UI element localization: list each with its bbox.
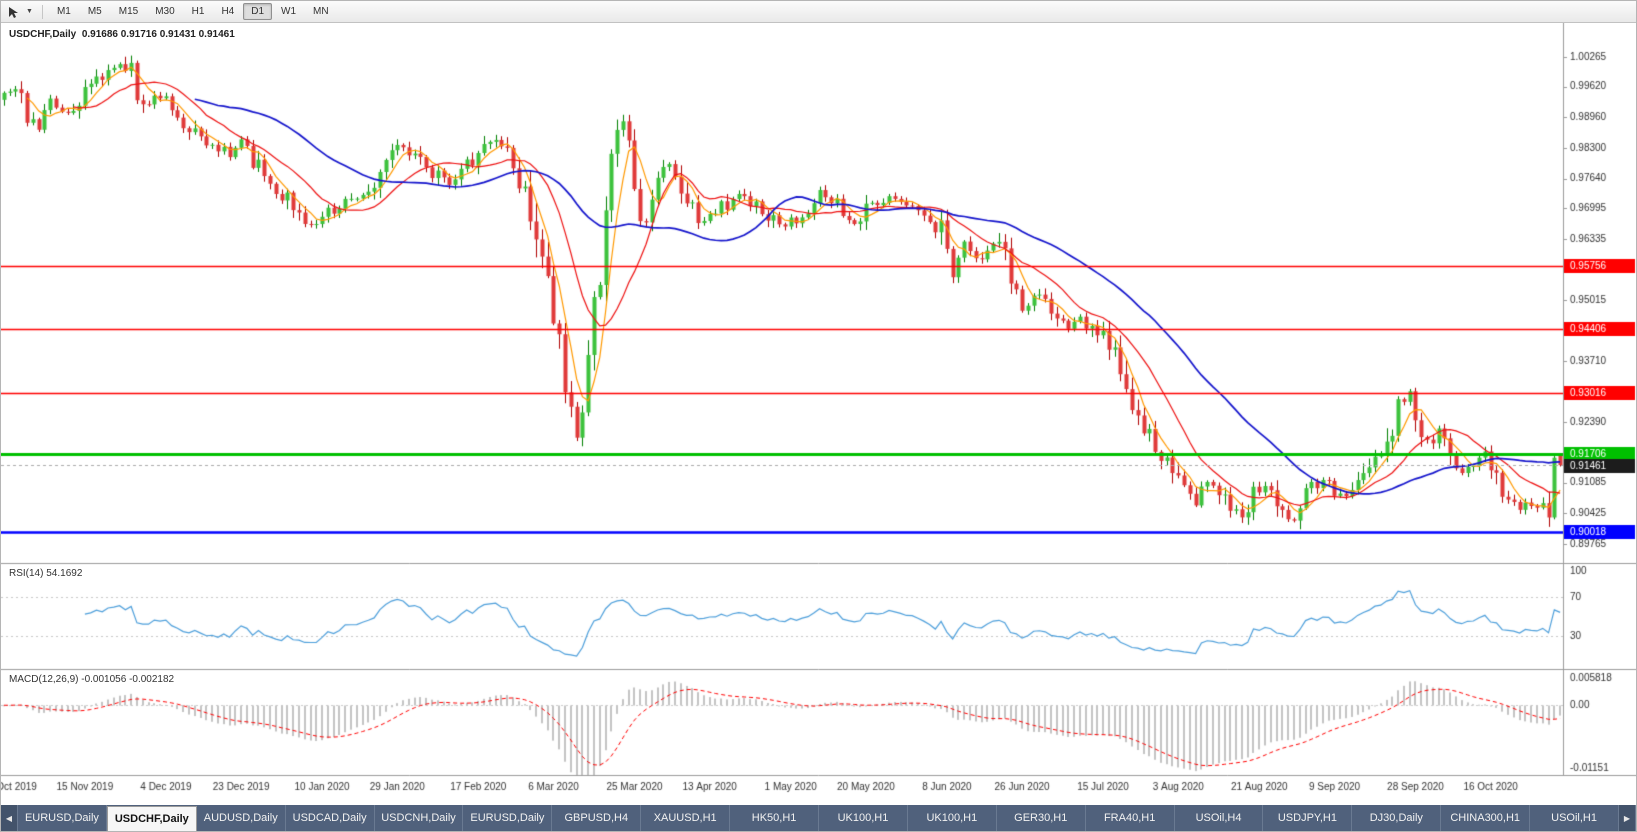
chart-tab-audusd-daily[interactable]: AUDUSD,Daily <box>197 805 286 831</box>
chevron-down-icon[interactable]: ▼ <box>26 8 33 15</box>
timeframe-button-m1[interactable]: M1 <box>56 6 71 17</box>
chart-tab-usdchf-daily[interactable]: USDCHF,Daily <box>106 806 197 831</box>
timeframe-toolbar: ▼ M1 M5 M15 M30 H1 H4 D1 W1 MN <box>1 1 1636 23</box>
toolbar-divider <box>41 4 43 19</box>
chart-tab-usoil-h4[interactable]: USOil,H4 <box>1175 805 1264 831</box>
chart-window: USDCHF,Daily 0.91686 0.91716 0.91431 0.9… <box>1 23 1636 805</box>
chart-tab-eurusd-daily[interactable]: EURUSD,Daily <box>463 805 553 831</box>
chart-tab-uk100-h1[interactable]: UK100,H1 <box>908 805 997 831</box>
timeframe-button-h4[interactable]: H4 <box>221 6 235 17</box>
timeframe-button-m15[interactable]: M15 <box>118 6 139 17</box>
chart-tab-usoil-h1[interactable]: USOil,H1 <box>1530 805 1619 831</box>
chart-tab-fra40-h1[interactable]: FRA40,H1 <box>1086 805 1175 831</box>
chart-tab-hk50-h1[interactable]: HK50,H1 <box>730 805 820 831</box>
chart-tab-china300-h1[interactable]: CHINA300,H1 <box>1441 805 1531 831</box>
tabs-scroll-right-button[interactable]: ▶ <box>1619 805 1636 831</box>
timeframe-button-m5[interactable]: M5 <box>87 6 102 17</box>
timeframe-buttons: M1 M5 M15 M30 H1 H4 D1 W1 MN <box>49 3 337 20</box>
chart-tab-uk100-h1[interactable]: UK100,H1 <box>819 805 908 831</box>
cursor-icon <box>9 6 18 18</box>
timeframe-button-h1[interactable]: H1 <box>191 6 205 17</box>
chart-tab-gbpusd-h4[interactable]: GBPUSD,H4 <box>552 805 642 831</box>
chart-tab-usdcad-daily[interactable]: USDCAD,Daily <box>286 805 375 831</box>
chart-tab-list: EURUSD,Daily USDCHF,Daily AUDUSD,Daily USDC… <box>18 805 1619 831</box>
timeframe-button-d1[interactable]: D1 <box>243 3 273 20</box>
price-chart-canvas[interactable] <box>1 23 1636 805</box>
chart-tab-bar: ◀ EURUSD,Daily USDCHF,Daily AUDUSD,Daily US… <box>1 805 1636 831</box>
timeframe-button-mn[interactable]: MN <box>313 6 329 17</box>
chart-tab-usdjpy-h1[interactable]: USDJPY,H1 <box>1263 805 1353 831</box>
chart-tab-dj30-daily[interactable]: DJ30,Daily <box>1352 805 1442 831</box>
chart-tab-usdcnh-daily[interactable]: USDCNH,Daily <box>375 805 464 831</box>
chart-tab-eurusd-daily[interactable]: EURUSD,Daily <box>18 805 107 831</box>
chart-tab-xauusd-h1[interactable]: XAUUSD,H1 <box>641 805 731 831</box>
tabs-scroll-left-button[interactable]: ◀ <box>1 805 18 831</box>
timeframe-button-m30[interactable]: M30 <box>155 6 175 17</box>
cursor-tool-button[interactable] <box>5 3 23 21</box>
chart-tab-ger30-h1[interactable]: GER30,H1 <box>997 805 1086 831</box>
timeframe-button-w1[interactable]: W1 <box>281 6 297 17</box>
